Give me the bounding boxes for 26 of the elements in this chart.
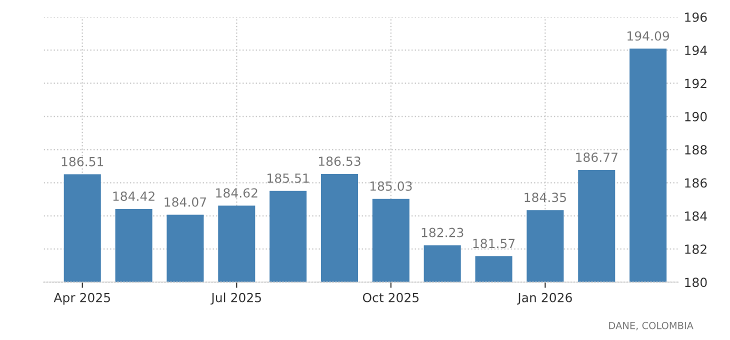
data-label: 186.77 xyxy=(576,152,618,162)
data-label: 184.42 xyxy=(113,192,154,201)
x-tick-label: Jul 2025 xyxy=(210,292,261,305)
y-tick-label: 188 xyxy=(685,145,707,155)
y-tick-label: 192 xyxy=(685,78,706,88)
y-tick-label: 196 xyxy=(685,12,707,22)
data-label: 186.53 xyxy=(319,156,360,166)
data-label: 185.51 xyxy=(268,173,309,183)
text: DANE, COLOMBIA xyxy=(609,322,694,330)
data-label: 181.57 xyxy=(473,238,515,248)
x-tick-label: Oct 2025 xyxy=(362,292,419,302)
y-tick-label: 180 xyxy=(685,278,707,288)
y-tick-label: 184 xyxy=(685,211,707,221)
data-label: 182.23 xyxy=(422,228,464,238)
x-tick-label: Jan 2026 xyxy=(517,292,572,305)
data-label: 185.03 xyxy=(370,181,412,191)
y-tick-label: 194 xyxy=(685,46,707,56)
data-label: 184.07 xyxy=(164,197,206,207)
x-tick-label: Apr 2025 xyxy=(54,292,110,305)
data-label: 184.62 xyxy=(216,188,258,198)
y-tick-label: 186 xyxy=(685,178,707,188)
data-label: 184.35 xyxy=(524,192,566,202)
data-label: 186.51 xyxy=(62,156,104,166)
data-label: 194.09 xyxy=(628,31,670,41)
y-tick-label: 190 xyxy=(685,112,707,122)
y-tick-label: 182 xyxy=(685,244,706,254)
